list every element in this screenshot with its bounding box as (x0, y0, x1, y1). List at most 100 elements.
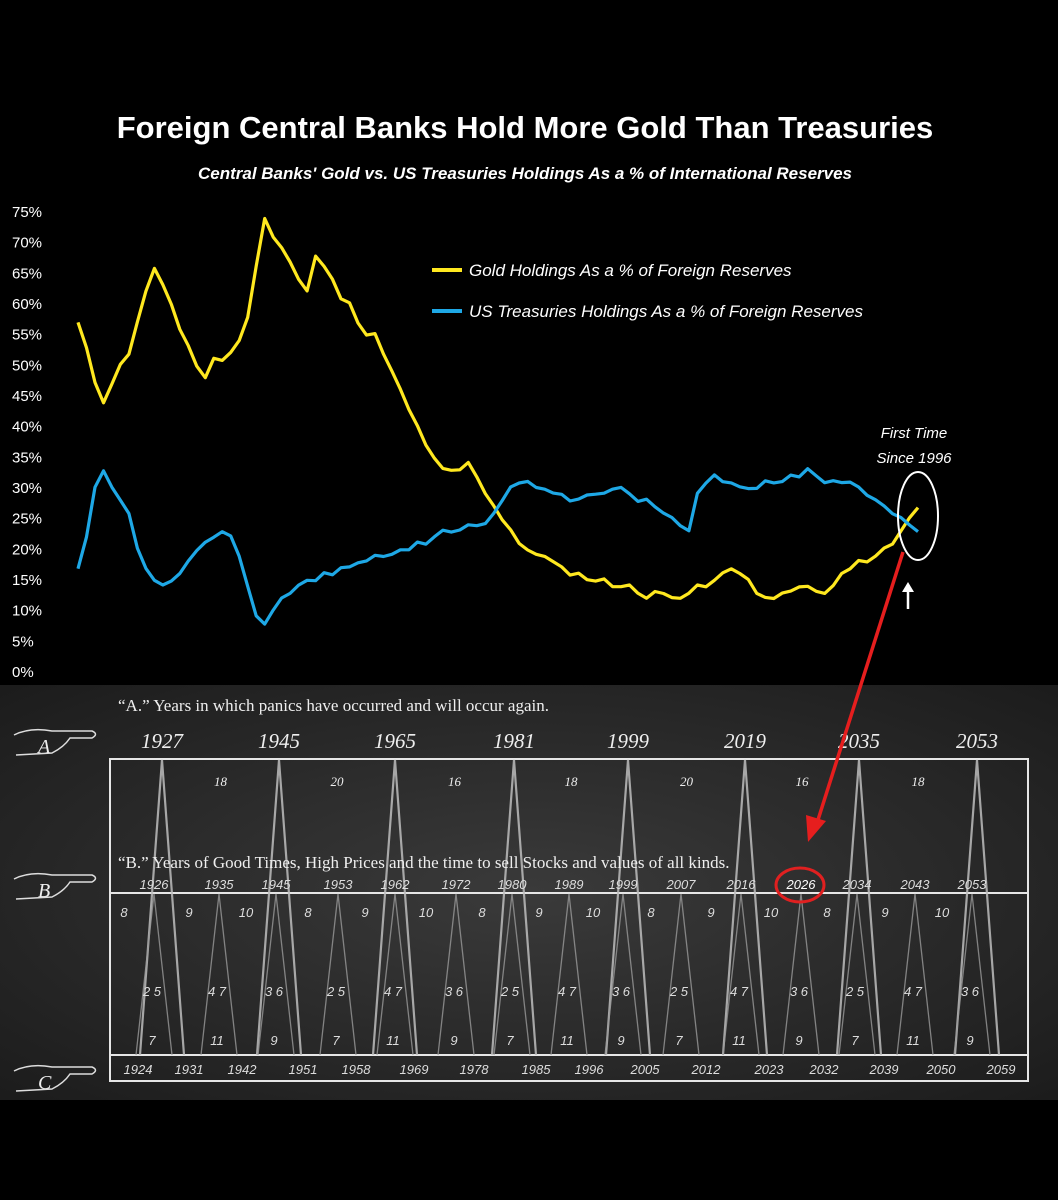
row-b-year: 2007 (666, 877, 697, 892)
marker-c-label: C (38, 1072, 52, 1094)
inner-top-number: 8 (304, 905, 312, 920)
row-a-interval: 18 (214, 774, 228, 789)
inner-top-number: 8 (478, 905, 486, 920)
inner-top-number: 10 (239, 905, 254, 920)
row-a-caption: “A.” Years in which panics have occurred… (118, 696, 549, 715)
inner-top-number: 10 (935, 905, 950, 920)
inner-mid-number: 3 6 (961, 984, 980, 999)
inner-bottom-number: 9 (270, 1033, 277, 1048)
inner-top-number: 9 (185, 905, 192, 920)
row-c-year: 1951 (289, 1062, 318, 1077)
y-axis: 0% 5% 10% 15% 20% 25% 30% 35% 40% 45% 50% 55% 60% 65%… (12, 204, 42, 681)
row-a-year: 1965 (374, 729, 416, 753)
inner-top-number: 9 (707, 905, 714, 920)
row-b-year-highlight: 2026 (786, 877, 817, 892)
panic-spike (490, 759, 538, 1056)
cycle-spike (604, 893, 642, 1056)
row-c-year: 1942 (228, 1062, 258, 1077)
inner-mid-number: 3 6 (265, 984, 284, 999)
y-tick-label: 30% (12, 480, 42, 497)
cycle-spike (722, 893, 760, 1056)
panic-spike (721, 759, 769, 1056)
row-b-year: 1989 (555, 877, 584, 892)
inner-mid-number: 3 6 (612, 984, 631, 999)
y-tick-label: 40% (12, 419, 42, 436)
inner-mid-number: 4 7 (208, 984, 227, 999)
row-b-caption: “B.” Years of Good Times, High Prices an… (118, 853, 729, 872)
row-a-year: 2053 (956, 729, 998, 753)
row-b-year: 2043 (900, 877, 931, 892)
y-tick-label: 20% (12, 541, 42, 558)
y-tick-label: 10% (12, 603, 42, 620)
series-lines (76, 216, 920, 626)
row-a-year: 1927 (141, 729, 185, 753)
inner-mid-number: 2 5 (142, 984, 162, 999)
legend: Gold Holdings As a % of Foreign Reserves… (432, 261, 863, 321)
highlight-2026-circle (774, 866, 826, 904)
y-tick-label: 15% (12, 572, 42, 589)
row-b-year: 2053 (957, 877, 988, 892)
row-b-year: 1972 (442, 877, 472, 892)
hand-marker-b: B (13, 872, 97, 902)
legend-entry: Gold Holdings As a % of Foreign Reserves (469, 261, 792, 280)
y-tick-label: 0% (12, 664, 34, 681)
legend-entry: US Treasuries Holdings As a % of Foreign… (469, 302, 863, 321)
cycle-spike (376, 893, 414, 1056)
inner-top-number: 8 (647, 905, 655, 920)
row-b-year: 2034 (842, 877, 872, 892)
inner-bottom-number: 7 (675, 1033, 683, 1048)
inner-bottom-number: 11 (906, 1033, 920, 1048)
row-a-interval: 20 (680, 774, 694, 789)
crossover-callout: First Time Since 1996 (876, 425, 952, 609)
row-a-interval: 18 (912, 774, 926, 789)
cycle-spike (782, 893, 820, 1056)
row-b-year: 1962 (381, 877, 411, 892)
cycle-spike (200, 893, 238, 1056)
row-c-year: 1969 (400, 1062, 429, 1077)
row-a-year: 1981 (493, 729, 535, 753)
inner-bottom-number: 7 (851, 1033, 859, 1048)
row-a-interval: 18 (565, 774, 579, 789)
inner-bottom-number: 7 (506, 1033, 514, 1048)
cycle-spike (953, 893, 991, 1056)
cycle-chart-panel: “A.” Years in which panics have occurred… (0, 685, 1058, 1100)
row-a-year: 2035 (838, 729, 880, 753)
row-c-frame (109, 1054, 1029, 1082)
cycle-spike (550, 893, 588, 1056)
cycle-spike (135, 893, 173, 1056)
panel-spikes (135, 759, 1001, 1056)
annotation-line-1: First Time (881, 425, 948, 442)
row-c-year: 2005 (630, 1062, 661, 1077)
row-c-year: 1996 (575, 1062, 605, 1077)
cycle-spike (437, 893, 475, 1056)
inner-top-number: 8 (120, 905, 128, 920)
panic-spike (371, 759, 419, 1056)
inner-top-number: 10 (764, 905, 779, 920)
row-c-year: 1924 (124, 1062, 153, 1077)
row-b-year: 2016 (726, 877, 757, 892)
hand-marker-a: A (13, 728, 97, 758)
inner-bottom-number: 11 (210, 1033, 224, 1048)
inner-mid-number: 4 7 (384, 984, 403, 999)
y-tick-label: 65% (12, 265, 42, 282)
cycle-spike (493, 893, 531, 1056)
row-b-year: 1999 (609, 877, 638, 892)
panic-spike (255, 759, 303, 1056)
inner-top-number: 9 (881, 905, 888, 920)
inner-top-number: 9 (361, 905, 368, 920)
inner-mid-number: 2 5 (326, 984, 346, 999)
row-a-year: 1999 (607, 729, 650, 753)
inner-mid-number: 4 7 (904, 984, 923, 999)
inner-top-number: 9 (535, 905, 542, 920)
panic-spike (604, 759, 652, 1056)
y-tick-label: 45% (12, 388, 42, 405)
inner-bottom-number: 9 (450, 1033, 457, 1048)
row-a-interval: 16 (448, 774, 462, 789)
inner-top-number: 8 (823, 905, 831, 920)
inner-bottom-number: 7 (332, 1033, 340, 1048)
inner-bottom-number: 9 (966, 1033, 973, 1048)
inner-top-number: 10 (419, 905, 434, 920)
row-c-year: 1985 (522, 1062, 552, 1077)
row-c-year: 2023 (754, 1062, 785, 1077)
